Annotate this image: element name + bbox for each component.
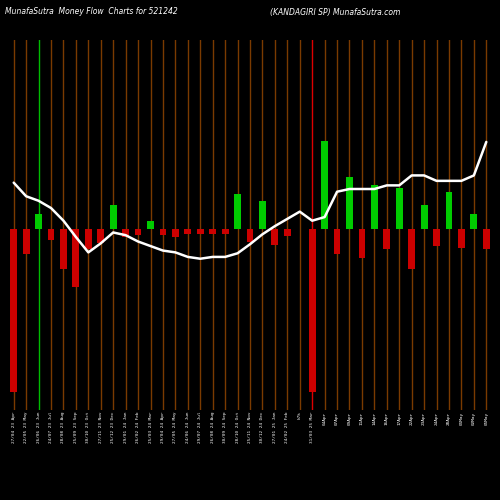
Bar: [272, 230, 278, 245]
Bar: [433, 230, 440, 246]
Bar: [259, 201, 266, 230]
Bar: [110, 205, 116, 230]
Bar: [371, 186, 378, 230]
Bar: [10, 230, 17, 392]
Bar: [210, 230, 216, 234]
Bar: [321, 142, 328, 230]
Bar: [184, 230, 191, 234]
Text: MunafaSutra  Money Flow  Charts for 521242: MunafaSutra Money Flow Charts for 521242: [5, 8, 178, 16]
Bar: [134, 230, 141, 234]
Bar: [446, 192, 452, 230]
Bar: [470, 214, 478, 230]
Bar: [98, 230, 104, 242]
Bar: [309, 230, 316, 392]
Bar: [197, 230, 203, 234]
Bar: [35, 214, 42, 230]
Text: (KANDAGIRI SP) MunafaSutra.com: (KANDAGIRI SP) MunafaSutra.com: [270, 8, 400, 16]
Bar: [384, 230, 390, 249]
Bar: [160, 230, 166, 234]
Bar: [246, 230, 254, 241]
Bar: [147, 222, 154, 230]
Bar: [358, 230, 366, 258]
Bar: [284, 230, 290, 236]
Bar: [60, 230, 67, 269]
Bar: [396, 188, 402, 230]
Bar: [420, 205, 428, 230]
Bar: [122, 230, 129, 237]
Bar: [72, 230, 80, 286]
Bar: [234, 194, 241, 230]
Bar: [85, 230, 91, 249]
Bar: [346, 176, 353, 230]
Bar: [334, 230, 340, 254]
Bar: [458, 230, 465, 248]
Bar: [408, 230, 415, 269]
Bar: [172, 230, 179, 237]
Bar: [22, 230, 30, 254]
Bar: [48, 230, 54, 240]
Bar: [483, 230, 490, 249]
Bar: [222, 230, 228, 234]
